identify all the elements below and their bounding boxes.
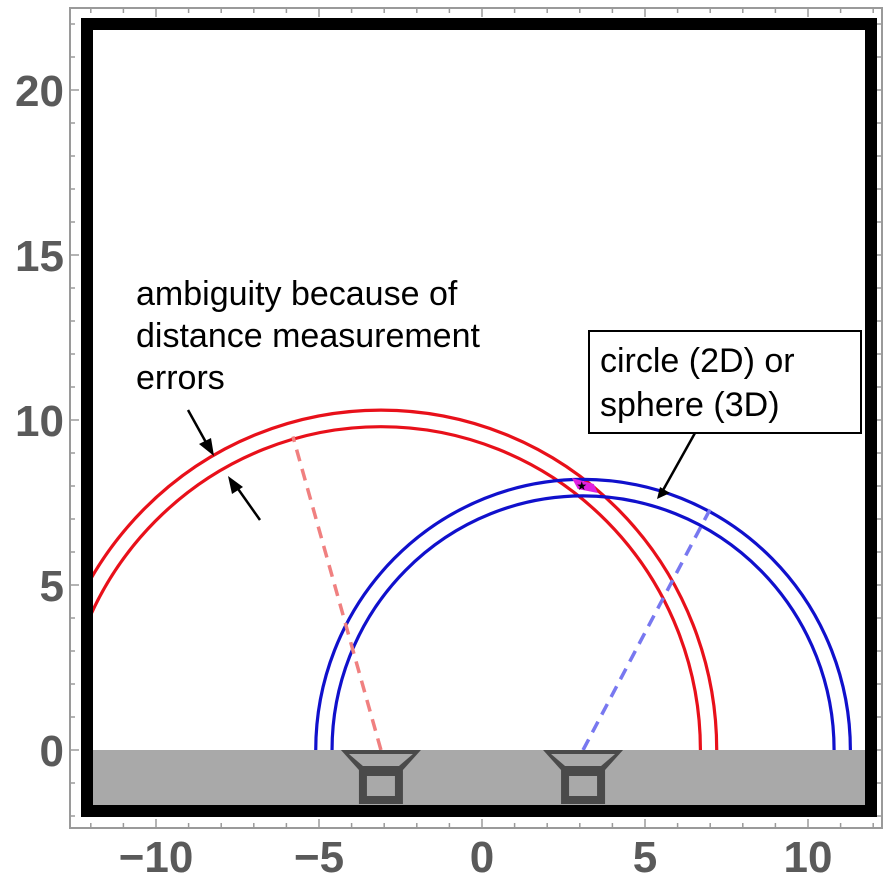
plot-frame: [81, 18, 877, 817]
ambiguity-line-3: errors: [136, 359, 225, 397]
circle-annotation-pointer: [660, 432, 697, 493]
distance-radius-lines: [291, 436, 712, 751]
circle-annotation-box: [588, 330, 862, 434]
y-tick-label: 15: [15, 232, 64, 281]
red-circle-outer: [88, 408, 719, 751]
sensor-2-body: [561, 768, 606, 804]
ambiguity-arrowhead-inner: [228, 476, 243, 494]
sensor-2-horn-inner: [551, 754, 616, 766]
y-axis-tick-labels: 0 5 10 15 20: [15, 67, 64, 776]
circle-annotation-line-2: sphere (3D): [600, 386, 780, 424]
circle-annotation-pointer-head: [657, 487, 670, 499]
ambiguity-arrow-inner: [234, 485, 262, 521]
ambiguity-arrowhead-outer: [199, 438, 214, 456]
blue-circle-outer: [314, 477, 852, 751]
circle-annotation-line-1: circle (2D) or: [600, 342, 795, 380]
distance-circles: [88, 408, 852, 751]
ambiguity-line-1: ambiguity because of: [136, 275, 458, 313]
circle-annotation: circle (2D) or sphere (3D): [588, 330, 862, 499]
estimated-position-marker: ★: [576, 479, 587, 493]
y-tick-label: 5: [40, 562, 64, 611]
ambiguity-line-2: distance measurement: [136, 317, 481, 355]
y-tick-label: 0: [40, 727, 64, 776]
red-circle-inner: [88, 425, 703, 751]
x-tick-label: 0: [470, 833, 494, 882]
sensor-2: [543, 750, 624, 804]
x-tick-label: 5: [633, 833, 657, 882]
x-tick-label: 10: [784, 833, 833, 882]
blue-radius-dashed-line: [581, 508, 712, 751]
red-radius-dashed-line: [291, 436, 383, 751]
x-tick-label: −10: [119, 833, 194, 882]
sensor-1: [340, 750, 421, 804]
intersection-region: [571, 478, 598, 493]
ambiguity-annotation: ambiguity because of distance measuremen…: [136, 275, 481, 521]
sensor-1-body: [358, 768, 403, 804]
y-tick-label: 20: [15, 67, 64, 116]
sensor-1-horn-inner: [348, 754, 413, 766]
minor-ticks: [70, 8, 882, 828]
x-axis-tick-labels: −10 −5 0 5 10: [119, 833, 833, 882]
blue-circle-inner: [330, 494, 836, 751]
y-tick-label: 10: [15, 397, 64, 446]
ground-strip: [88, 750, 872, 807]
x-tick-label: −5: [294, 833, 344, 882]
axis-frame: [69, 7, 883, 829]
ambiguity-arrow-outer: [186, 409, 210, 447]
sensors: [340, 750, 624, 804]
